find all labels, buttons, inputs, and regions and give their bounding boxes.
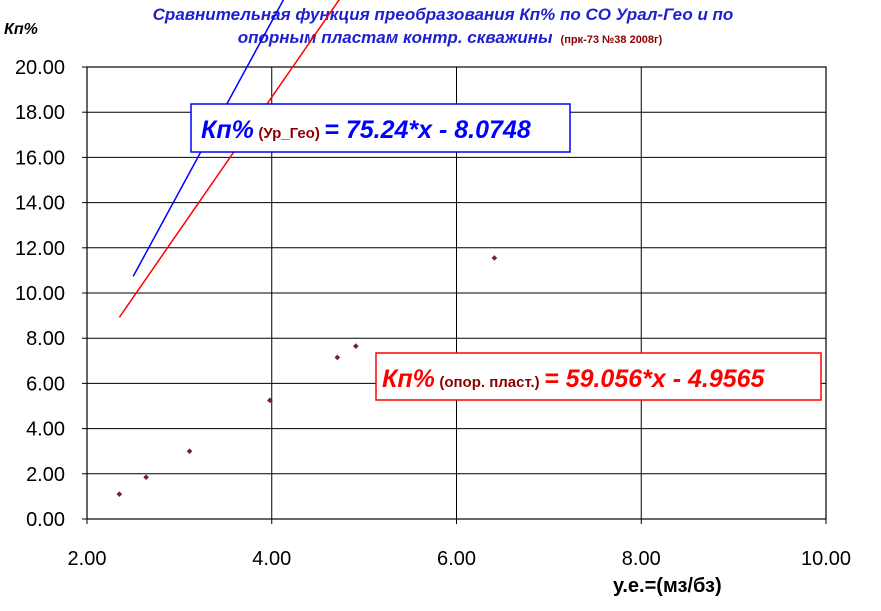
y-tick-label: 16.00 [15, 147, 65, 169]
y-tick-label: 4.00 [26, 419, 65, 441]
x-tick-label: 2.00 [68, 548, 107, 570]
y-tick-label: 18.00 [15, 102, 65, 124]
equation-box-blue: Кп% (Ур_Гео) = 75.24*x - 8.0748 [190, 103, 571, 153]
data-point [186, 448, 193, 455]
x-tick-label: 6.00 [437, 548, 476, 570]
equation-blue-formula: = 75.24*x - 8.0748 [324, 116, 531, 144]
chart-title-line2: опорным пластам контр. скважины [238, 28, 553, 47]
equation-blue-paren: (Ур_Гео) [258, 125, 320, 142]
equation-box-blue-frame [190, 103, 571, 153]
equation-red-text: Кп% (опор. пласт.) = 59.056*x - 4.9565 [382, 365, 766, 393]
y-axis-label: Кп% [4, 21, 38, 38]
equation-box-red-frame [375, 352, 822, 401]
data-point [267, 397, 273, 404]
equation-red-formula: = 59.056*x - 4.9565 [544, 365, 765, 393]
x-tick-label: 10.00 [801, 548, 851, 570]
y-tick-label: 12.00 [15, 238, 65, 260]
x-tick-label: 4.00 [252, 548, 291, 570]
y-tick-label: 0.00 [26, 509, 65, 531]
equation-blue-lead: Кп% [201, 116, 254, 144]
equation-box-red: Кп% (опор. пласт.) = 59.056*x - 4.9565 [375, 352, 822, 401]
equation-red-paren: (опор. пласт.) [439, 374, 539, 391]
data-point [491, 255, 498, 261]
y-tick-label: 8.00 [26, 328, 65, 350]
y-tick-label: 6.00 [26, 373, 65, 395]
series-line-red [118, 0, 340, 318]
chart-title-line2-group: опорным пластам контр. скважины (прк-73 №… [238, 28, 663, 47]
data-point [116, 491, 123, 497]
y-tick-label: 14.00 [15, 193, 65, 215]
data-point [143, 474, 149, 481]
x-axis-label: у.е.=(мз/бз) [613, 575, 722, 597]
chart-title-line1: Сравнительная функция преобразования Кп%… [153, 5, 734, 24]
y-tick-label: 20.00 [15, 57, 65, 79]
chart-title-note: (прк-73 №38 2008г) [561, 34, 663, 46]
y-tick-label: 10.00 [15, 283, 65, 305]
equation-blue-text: Кп% (Ур_Гео) = 75.24*x - 8.0748 [201, 116, 531, 144]
data-points [116, 255, 498, 497]
x-tick-label: 8.00 [622, 548, 661, 570]
data-point [334, 354, 341, 361]
data-point [352, 343, 359, 349]
y-tick-label: 2.00 [26, 464, 65, 486]
tick-labels: 0.002.004.006.008.0010.0012.0014.0016.00… [15, 57, 851, 570]
equation-red-lead: Кп% [382, 365, 435, 393]
